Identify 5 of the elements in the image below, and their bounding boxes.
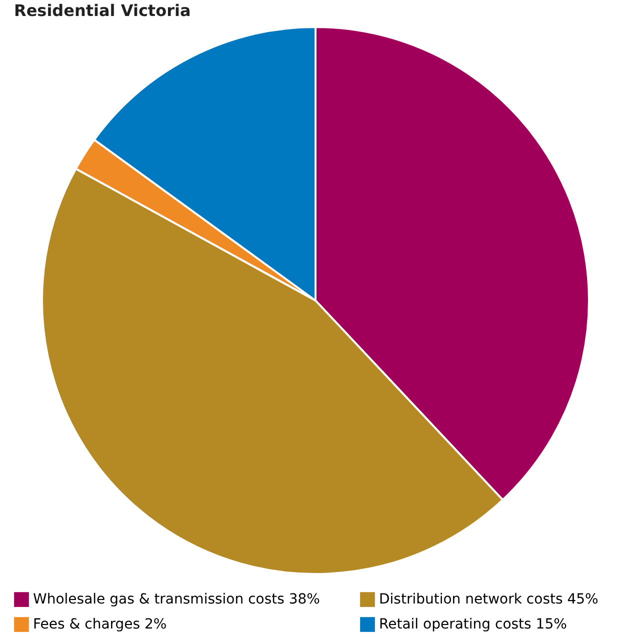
legend-label: Fees & charges 2% [33,616,167,632]
legend-label: Distribution network costs 45% [379,592,598,608]
legend-label: Retail operating costs 15% [379,616,567,632]
legend-label: Wholesale gas & transmission costs 38% [33,592,320,608]
chart-title: Residential Victoria [14,1,191,20]
